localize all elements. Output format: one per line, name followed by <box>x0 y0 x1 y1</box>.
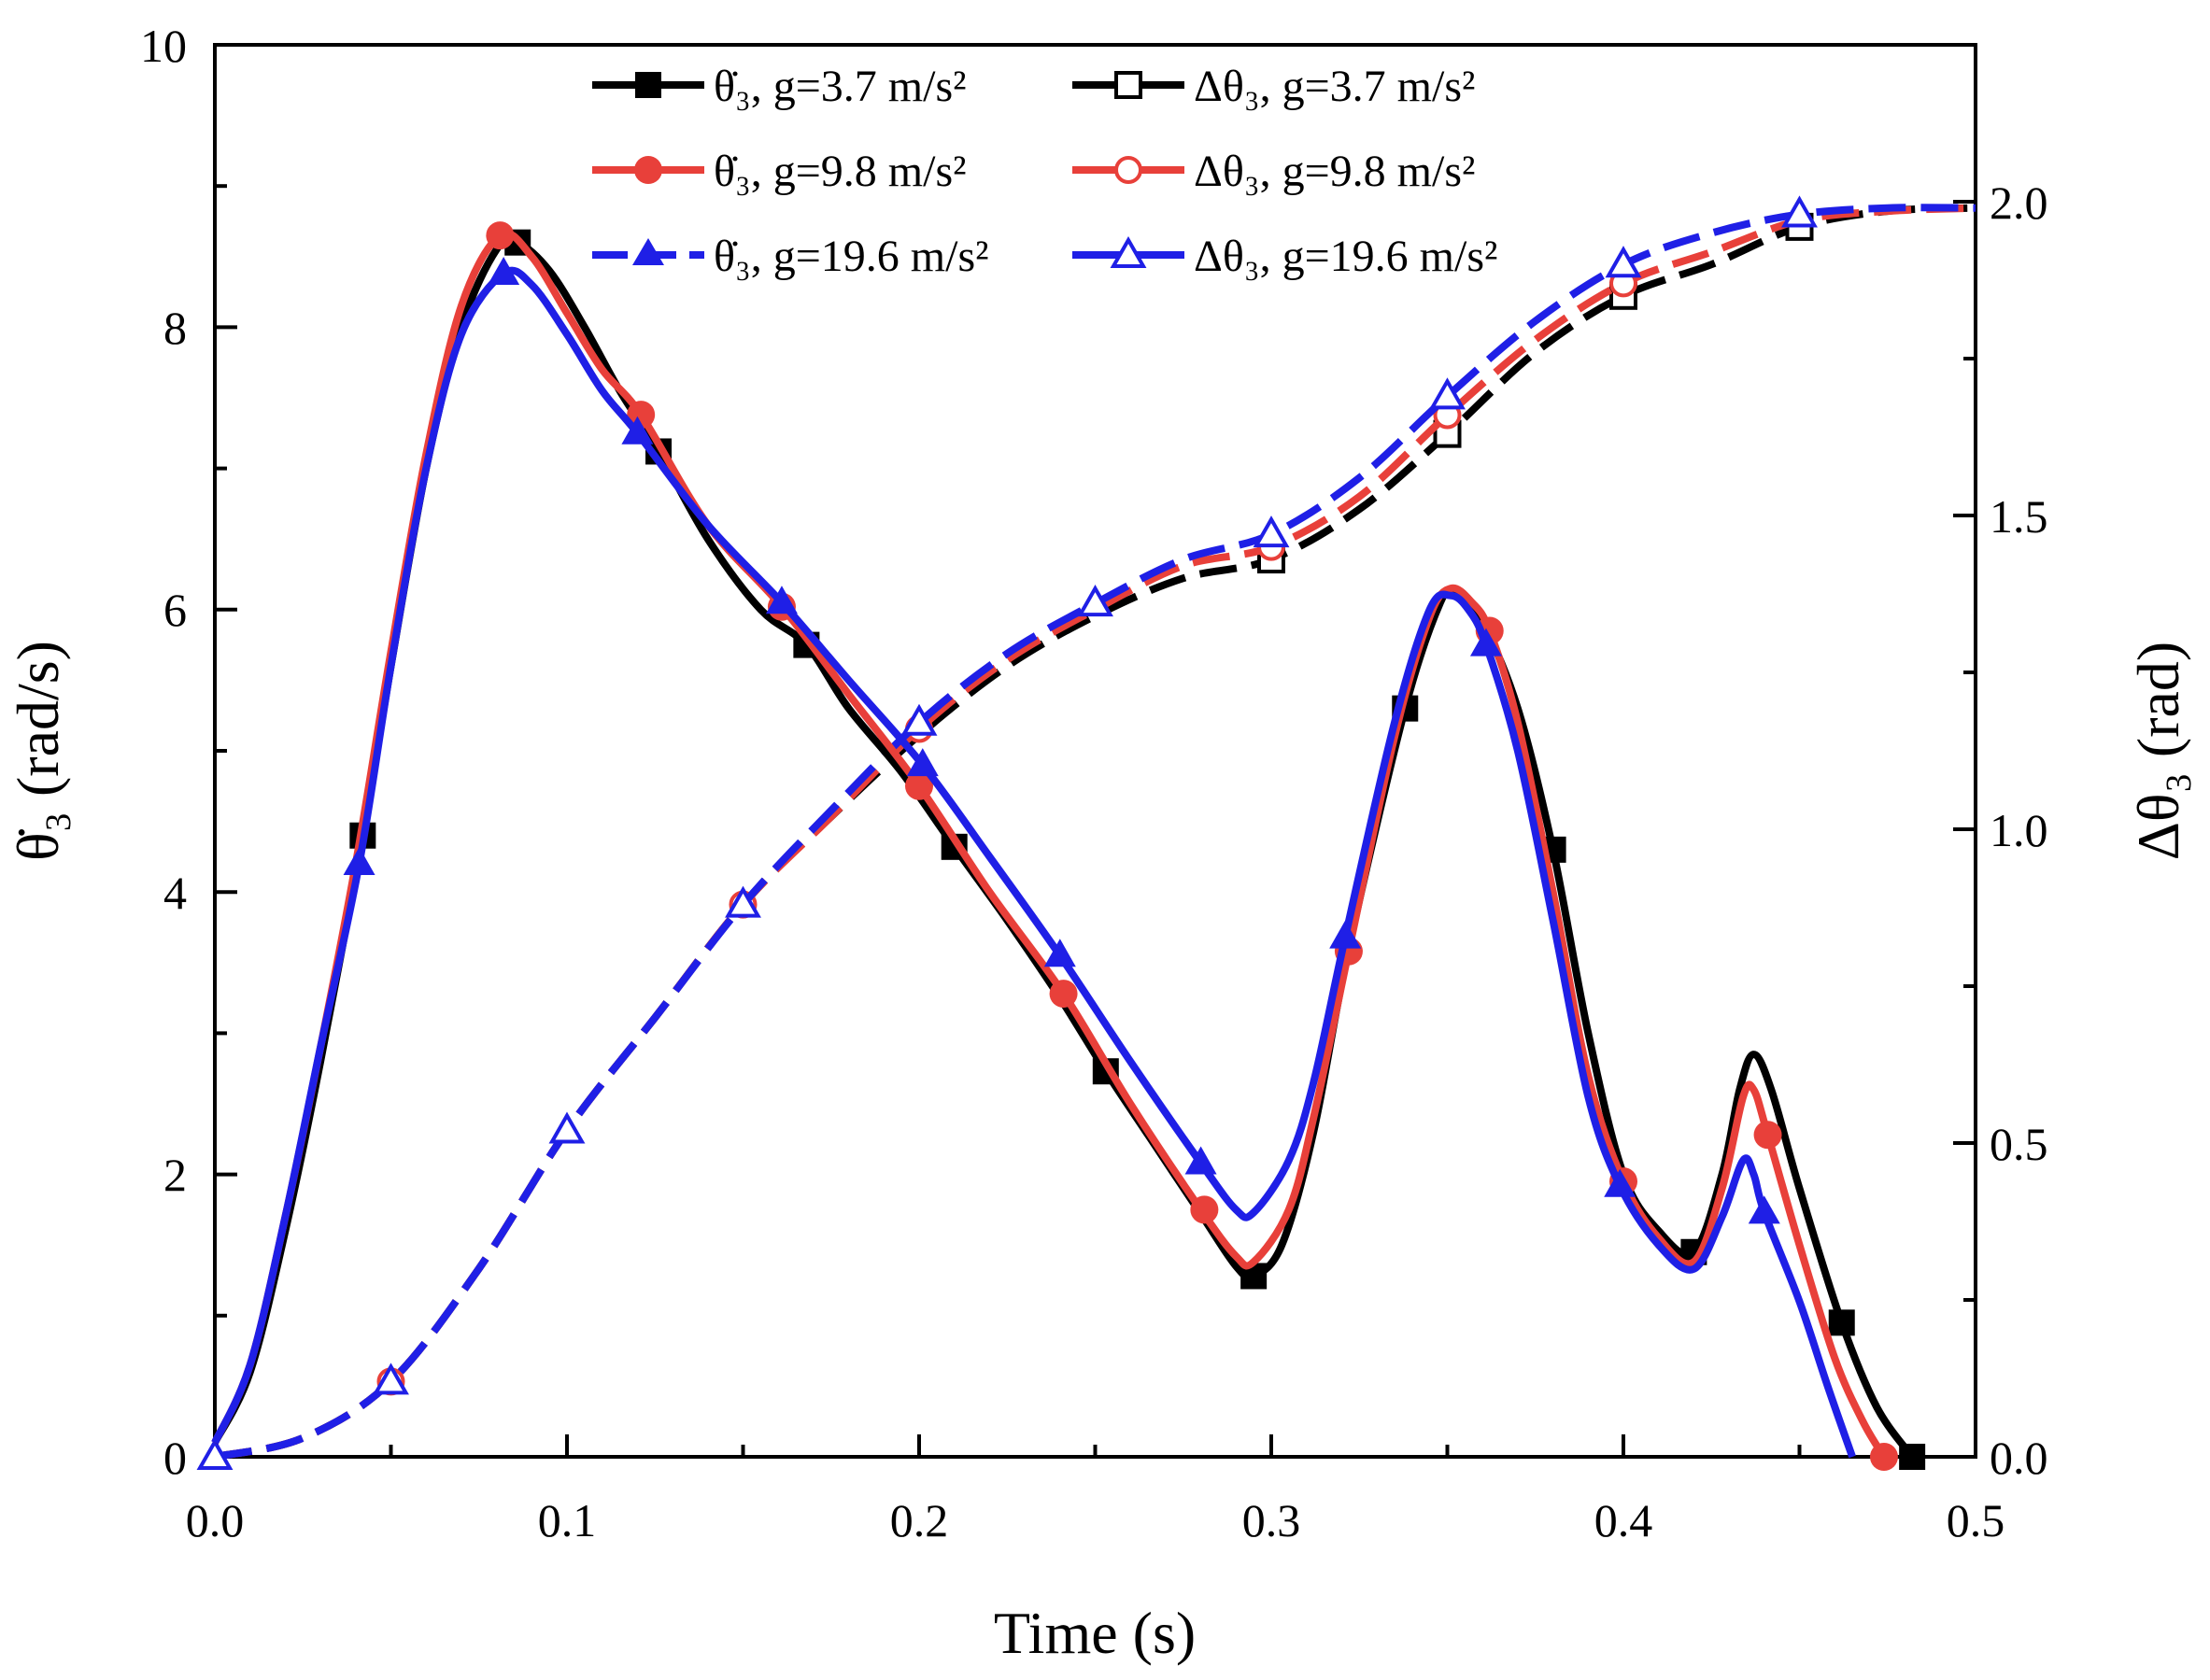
y-left-axis-title: θ̇₃ (rad/s) <box>5 641 71 861</box>
y-right-tick-label: 2.0 <box>1990 176 2048 229</box>
x-tick-label: 0.0 <box>186 1494 245 1546</box>
data-point-marker <box>621 416 654 445</box>
data-point-marker <box>1253 515 1290 548</box>
legend-label: Δθ₃, g=19.6 m/s² <box>1194 232 1497 281</box>
data-point-marker <box>765 586 798 614</box>
y-right-tick-label: 1.0 <box>1990 804 2048 856</box>
legend: θ̇₃, g=3.7 m/s² θ̇₃, g=9.8 m/s² θ̇₃, g=1… <box>592 62 1497 281</box>
legend-entry: Δθ₃, g=19.6 m/s² <box>1072 232 1497 281</box>
y-right-tick-label: 0.0 <box>1990 1432 2048 1484</box>
data-point-marker <box>725 885 761 918</box>
data-point-marker <box>906 748 939 777</box>
legend-entry: Δθ₃, g=9.8 m/s² <box>1072 147 1475 196</box>
data-point-marker <box>548 1111 586 1144</box>
y-left-tick-label: 0 <box>163 1432 187 1484</box>
y-left-tick-label: 8 <box>163 302 187 354</box>
x-tick-label: 0.2 <box>890 1494 949 1546</box>
data-point-marker <box>373 1362 409 1395</box>
legend-label: θ̇₃, g=3.7 m/s² <box>714 62 967 111</box>
data-point-marker <box>1190 1195 1219 1224</box>
data-point-marker <box>1605 246 1642 278</box>
y-left-tick-label: 2 <box>163 1149 187 1201</box>
y-right-tick-label: 1.5 <box>1990 490 2048 543</box>
data-point-marker <box>196 1437 234 1470</box>
series-line <box>214 204 1976 1461</box>
legend-marker-open-triangle <box>1110 235 1147 268</box>
data-point-marker <box>343 846 375 875</box>
series-layer <box>196 195 1976 1471</box>
x-tick-label: 0.5 <box>1947 1494 2005 1546</box>
data-point-marker <box>1429 377 1466 410</box>
data-point-marker <box>1828 1309 1855 1336</box>
legend-entry: θ̇₃, g=19.6 m/s² <box>592 232 989 281</box>
data-point-marker <box>1184 1146 1217 1175</box>
y-right-axis-title: Δθ₃ (rad) <box>2125 642 2191 860</box>
data-point-marker <box>1043 939 1076 967</box>
data-point-marker <box>1329 920 1362 949</box>
data-point-marker <box>1753 1121 1782 1150</box>
legend-marker-filled-triangle <box>632 238 664 265</box>
legend-entry: θ̇₃, g=3.7 m/s² <box>592 62 967 111</box>
data-point-marker <box>1748 1195 1780 1224</box>
data-point-marker <box>1469 628 1502 656</box>
x-tick-label: 0.1 <box>538 1494 597 1546</box>
data-point-marker <box>1899 1444 1926 1470</box>
y-right-tick-labels: 0.0 0.5 1.0 1.5 2.0 <box>1990 176 2048 1484</box>
legend-marker-open-square <box>1114 71 1142 99</box>
data-point-marker <box>1077 585 1113 617</box>
data-point-marker <box>900 703 938 736</box>
series-line <box>211 266 1856 1459</box>
x-tick-labels: 0.0 0.1 0.2 0.3 0.4 0.5 <box>186 1494 2005 1546</box>
data-point-marker <box>1049 980 1078 1009</box>
x-tick-label: 0.4 <box>1594 1494 1653 1546</box>
y-right-tick-label: 0.5 <box>1990 1118 2048 1170</box>
legend-label: θ̇₃, g=19.6 m/s² <box>714 232 989 281</box>
legend-label: Δθ₃, g=3.7 m/s² <box>1194 62 1475 111</box>
data-point-marker <box>488 256 520 285</box>
x-axis-title: Time (s) <box>994 1600 1196 1666</box>
data-point-marker <box>627 401 656 430</box>
y-left-tick-label: 4 <box>163 867 187 919</box>
data-point-marker <box>905 771 933 800</box>
legend-label: θ̇₃, g=9.8 m/s² <box>714 147 967 196</box>
legend-entry: Δθ₃, g=3.7 m/s² <box>1072 62 1475 111</box>
legend-entry: θ̇₃, g=9.8 m/s² <box>592 147 967 196</box>
data-point-marker <box>1781 195 1818 228</box>
data-point-marker <box>486 221 515 250</box>
y-left-tick-label: 6 <box>163 584 187 636</box>
legend-marker-open-circle <box>1114 156 1142 184</box>
legend-marker-filled-circle <box>634 156 662 184</box>
legend-label: Δθ₃, g=9.8 m/s² <box>1194 147 1475 196</box>
y-left-tick-label: 10 <box>140 20 187 72</box>
data-point-marker <box>1869 1443 1898 1471</box>
data-point-marker <box>1604 1168 1636 1197</box>
legend-marker-filled-square <box>635 72 661 98</box>
y-left-tick-labels: 0 2 4 6 8 10 <box>140 20 187 1484</box>
x-tick-label: 0.3 <box>1242 1494 1301 1546</box>
